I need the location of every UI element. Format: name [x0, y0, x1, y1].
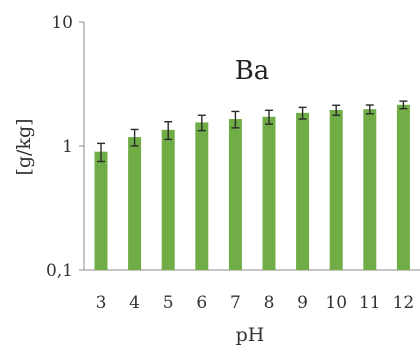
bar-ph-3 — [94, 151, 108, 270]
error-bar-ph-7 — [231, 110, 240, 129]
error-bar-ph-4 — [130, 128, 139, 147]
x-tick-label: 7 — [230, 293, 241, 313]
error-bar-ph-11 — [365, 104, 374, 115]
bar-ph-9 — [296, 112, 310, 271]
bar-ph-10 — [329, 110, 343, 270]
error-bar-ph-10 — [332, 104, 341, 116]
error-bars — [97, 100, 408, 163]
x-tick-label: 11 — [359, 293, 381, 313]
error-bar-ph-12 — [399, 100, 408, 110]
x-axis-title: pH — [236, 324, 265, 346]
error-bar-ph-5 — [164, 121, 173, 141]
x-tick-label: 3 — [96, 293, 107, 313]
y-tick-label: 0,1 — [46, 261, 73, 281]
x-tick-label: 6 — [196, 293, 207, 313]
bars — [94, 104, 410, 271]
y-tick-label: 10 — [51, 13, 73, 33]
x-tick-label: 8 — [264, 293, 275, 313]
error-bar-ph-9 — [298, 106, 307, 120]
x-tick-label: 10 — [325, 293, 347, 313]
bar-ph-8 — [262, 116, 276, 271]
x-tick-label: 5 — [163, 293, 174, 313]
bar-ph-7 — [228, 119, 242, 271]
error-bar-ph-6 — [197, 114, 206, 132]
bar-ph-6 — [195, 122, 209, 271]
x-tick-label: 9 — [297, 293, 308, 313]
x-axis-ticks: 3 4 5 6 7 8 9 10 11 12 — [96, 293, 415, 313]
chart-title: Ba — [235, 56, 270, 86]
x-tick-label: 4 — [129, 293, 140, 313]
error-bar-ph-3 — [97, 142, 105, 163]
y-axis-ticks: 0,1 1 10 — [46, 13, 84, 281]
bar-ph-5 — [161, 129, 175, 270]
error-bar-ph-8 — [265, 109, 273, 125]
x-tick-label: 12 — [393, 293, 415, 313]
bar-ph-12 — [396, 104, 410, 270]
y-axis-title: [g/kg] — [13, 118, 35, 175]
bar-ph-11 — [363, 109, 377, 270]
y-tick-label: 1 — [62, 137, 73, 157]
bar-ph-4 — [128, 137, 142, 270]
